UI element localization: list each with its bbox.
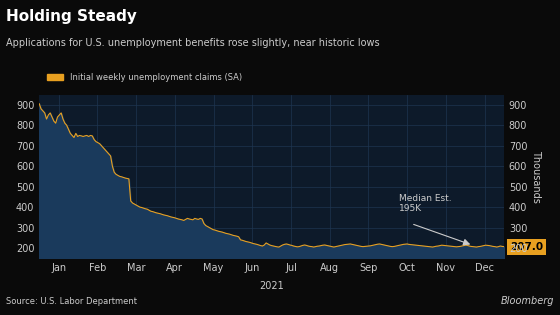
Text: Source: U.S. Labor Department: Source: U.S. Labor Department [6,296,137,306]
Text: Holding Steady: Holding Steady [6,9,137,25]
Text: Applications for U.S. unemployment benefits rose slightly, near historic lows: Applications for U.S. unemployment benef… [6,38,379,48]
Text: Bloomberg: Bloomberg [501,295,554,306]
Text: 207.0: 207.0 [510,242,543,252]
Text: Median Est.
195K: Median Est. 195K [399,194,452,213]
Text: 2021: 2021 [259,281,284,291]
Y-axis label: Thousands: Thousands [531,150,542,203]
Legend: Initial weekly unemployment claims (SA): Initial weekly unemployment claims (SA) [43,69,245,85]
